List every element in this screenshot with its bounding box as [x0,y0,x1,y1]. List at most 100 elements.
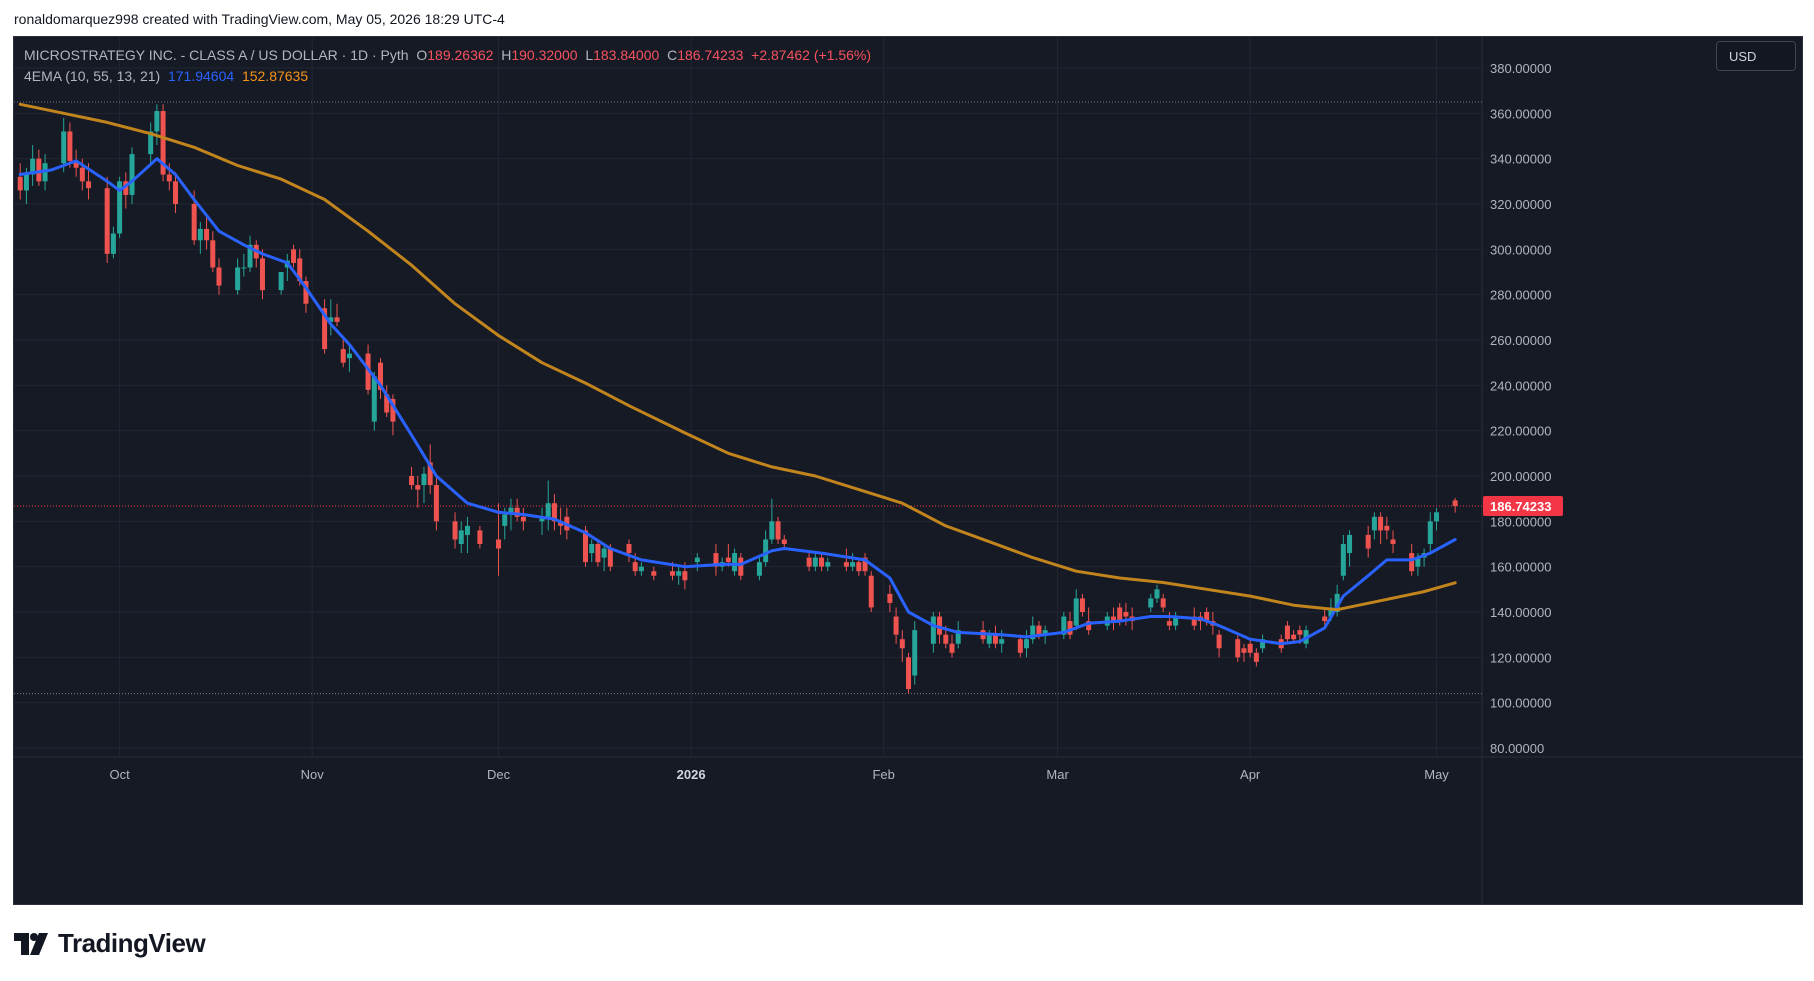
candle [291,244,297,268]
candle [452,512,458,549]
time-axis-labels: Oct Nov Dec 2026 Feb Mar Apr May [109,767,1449,782]
candle [992,625,998,649]
candle-body [651,571,657,576]
candle-body [582,530,588,563]
candle [1030,616,1036,644]
price-chart[interactable]: 80.00000 100.00000 120.00000 140.00000 160.0… [14,37,1802,904]
candle [1148,593,1154,612]
candle [819,553,825,572]
candle [1235,634,1241,662]
candle [216,258,222,295]
candle [738,553,744,581]
candle [61,117,67,173]
candle-body [17,176,23,191]
candle [1216,630,1222,658]
candle-body [452,521,458,540]
candle-body [949,643,955,653]
candle-body [781,539,787,544]
candle-body [899,639,905,649]
candle [160,104,166,182]
candle-body [676,571,682,576]
candle [390,394,396,436]
currency-button[interactable]: USD [1716,41,1796,71]
candle-body [433,485,439,522]
candle [1284,621,1290,644]
price-tick-label: 340.00000 [1490,152,1551,167]
candle-body [23,174,29,191]
candle [1434,507,1440,531]
candle [595,539,601,567]
candle [775,516,781,544]
candle-body [1079,598,1085,612]
candle-body [390,398,396,422]
candle [1061,612,1067,640]
candle-body [868,575,874,608]
candle [154,104,160,146]
candle [1334,584,1340,617]
candle [732,548,738,576]
candle-body [725,557,731,563]
candle [638,562,644,576]
candle [539,507,545,535]
candle-body [160,111,166,175]
candle-body [1166,621,1172,626]
candle [204,217,210,250]
candle-body [197,228,203,241]
candle [725,544,731,567]
candle [253,240,259,268]
candle-body [365,353,371,390]
candle-body [595,544,601,563]
candle-body [508,507,514,513]
candle-body [775,521,781,540]
candle [893,607,899,644]
candle [433,476,439,531]
candle-body [328,317,334,322]
candle [67,122,73,168]
tradingview-logo-icon [14,932,48,955]
candle-body [1247,643,1253,653]
candle-body [1365,534,1371,549]
candle [520,507,526,531]
candle-body [682,571,688,581]
candle-body [1191,616,1197,626]
candle [912,621,918,685]
candle-body [371,376,377,422]
candle-body [1148,598,1154,608]
candle [589,539,595,563]
candle [278,272,284,295]
candle [1123,602,1129,626]
candle-body [1030,625,1036,640]
candle [899,630,905,662]
candle-body [110,233,116,254]
candle-body [669,571,675,576]
candle-body [1036,625,1042,635]
candle-body [303,281,309,304]
candle [551,494,557,531]
brand-name: TradingView [58,928,206,958]
candle-body [378,362,383,390]
candle-body [235,267,241,291]
candle-body [1160,598,1166,608]
candle [384,385,390,418]
candle-body [496,539,502,549]
candle [1086,607,1092,635]
candle [36,149,42,186]
candle-body [415,485,421,490]
candle-body [1154,589,1160,599]
candle [421,466,427,504]
candle [1322,607,1328,626]
candle-body [930,616,936,644]
candle-body [154,111,160,132]
candle-body [1409,553,1415,572]
price-tick-label: 300.00000 [1490,242,1551,257]
chart-panel[interactable]: 80.00000 100.00000 120.00000 140.00000 160.0… [13,36,1803,905]
price-tick-label: 280.00000 [1490,288,1551,303]
candle-body [539,516,545,522]
candle [1247,639,1253,658]
candle-body [1340,544,1346,576]
candle [713,544,719,576]
price-tick-label: 140.00000 [1490,605,1551,620]
candle [545,480,551,531]
candle [825,557,831,572]
candle [862,553,868,576]
